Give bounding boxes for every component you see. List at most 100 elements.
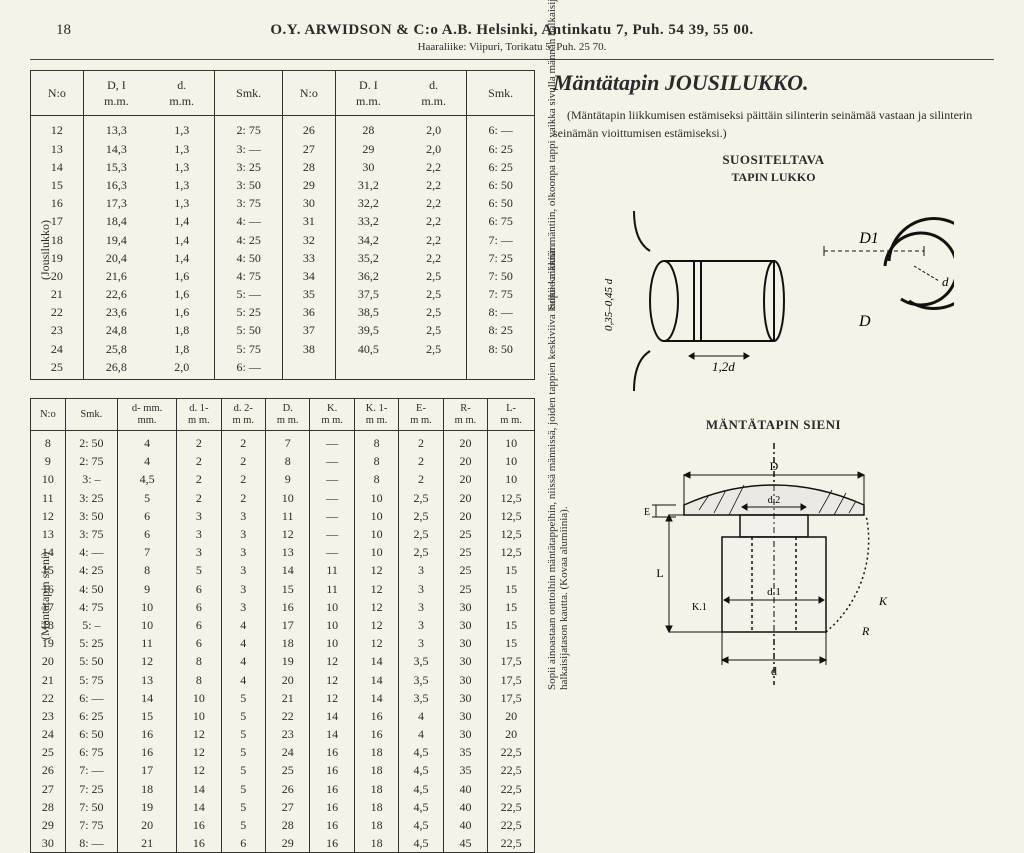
- cell: 3: 50: [65, 507, 117, 525]
- cell: 38,5: [335, 303, 401, 321]
- cell: 40: [443, 780, 487, 798]
- col-header: D, Im.m.: [83, 71, 149, 116]
- cell: 19: [265, 652, 309, 670]
- cell: 14: [177, 780, 221, 798]
- cell: 10: [177, 707, 221, 725]
- cell: 13: [31, 525, 66, 543]
- cell: 28: [335, 116, 401, 140]
- table-sieni: N:oSmk.d- mm.mm.d. 1-m m.d. 2-m m.D.m m.…: [30, 398, 535, 853]
- col-header: d.m.m.: [401, 71, 467, 116]
- table-row: 297: 75201652816184,54022,5: [31, 816, 535, 834]
- cell: 16: [177, 816, 221, 834]
- cell: 20: [443, 452, 487, 470]
- cell: 4: —: [65, 543, 117, 561]
- cell: 8: [354, 470, 398, 488]
- cell: 25: [443, 525, 487, 543]
- cell: 2: [221, 470, 265, 488]
- cell: 4: [221, 671, 265, 689]
- cell: 16: [31, 194, 84, 212]
- cell: 13: [118, 671, 177, 689]
- cell: 6: [118, 525, 177, 543]
- col-header: Smk.: [65, 399, 117, 431]
- cell: [282, 358, 335, 380]
- cell: 5: 25: [215, 303, 283, 321]
- cell: 2,5: [401, 340, 467, 358]
- cell: 10: [488, 431, 535, 453]
- cell: 15: [488, 616, 535, 634]
- cell: 33: [282, 249, 335, 267]
- cell: 10: [310, 598, 354, 616]
- table-row: 277: 25181452616184,54022,5: [31, 780, 535, 798]
- K1-label: K.1: [692, 602, 707, 613]
- table-row: 113: 2552210—102,52012,5: [31, 489, 535, 507]
- cell: 12,5: [488, 543, 535, 561]
- cell: 12: [177, 743, 221, 761]
- col-header: D.m m.: [265, 399, 309, 431]
- cell: 8: [265, 452, 309, 470]
- cell: 21,6: [83, 267, 149, 285]
- cell: —: [310, 489, 354, 507]
- header-main: O.Y. ARWIDSON & C:o A.B. Helsinki, Antin…: [30, 22, 994, 39]
- cell: 5: [221, 743, 265, 761]
- cell: 4: [399, 707, 443, 725]
- cell: 3: [177, 525, 221, 543]
- cell: 14: [177, 798, 221, 816]
- cell: 2,2: [401, 158, 467, 176]
- table-row: 1819,41,44: 253234,22,27: —: [31, 231, 535, 249]
- cell: 30: [282, 194, 335, 212]
- cell: 14: [354, 689, 398, 707]
- cell: 30: [443, 689, 487, 707]
- diagram-sieni: D d.2 d.1 d L K.1 E: [614, 435, 934, 695]
- diagram1-sub: TAPIN LUKKO: [553, 170, 994, 185]
- cell: 1,4: [149, 249, 215, 267]
- cell: 3: [221, 598, 265, 616]
- cell: 1,3: [149, 140, 215, 158]
- cell: 28: [282, 158, 335, 176]
- cell: 4,5: [118, 470, 177, 488]
- cell: 5: [221, 707, 265, 725]
- cell: 2: [399, 470, 443, 488]
- table-row: 82: 504227—822010: [31, 431, 535, 453]
- cell: 1,3: [149, 176, 215, 194]
- cell: 25: [31, 358, 84, 380]
- cell: 15: [265, 580, 309, 598]
- cell: 7: 75: [467, 285, 535, 303]
- cell: 1,4: [149, 212, 215, 230]
- cell: 12: [354, 634, 398, 652]
- col-header: Smk.: [467, 71, 535, 116]
- cell: 8: [354, 431, 398, 453]
- side-label-sieni: (Mäntätapin sieni): [38, 552, 53, 640]
- cell: 18: [354, 816, 398, 834]
- cell: 2: [177, 452, 221, 470]
- cell: 1,6: [149, 267, 215, 285]
- cell: 20: [443, 489, 487, 507]
- cell: 2,5: [399, 489, 443, 507]
- cell: 12,5: [488, 489, 535, 507]
- cell: 6: [177, 634, 221, 652]
- cell: 26: [265, 780, 309, 798]
- cell: 10: [310, 616, 354, 634]
- table-row: 267: —171252516184,53522,5: [31, 761, 535, 779]
- col-header: d- mm.mm.: [118, 399, 177, 431]
- cell: 4: 25: [65, 561, 117, 579]
- header-sub: Haaraliike: Viipuri, Torikatu 5, Puh. 25…: [30, 41, 994, 53]
- table-row: 1617,31,33: 753032,22,26: 50: [31, 194, 535, 212]
- cell: 2: [399, 431, 443, 453]
- cell: 29: [31, 816, 66, 834]
- cell: —: [310, 507, 354, 525]
- cell: 9: [31, 452, 66, 470]
- cell: 6: —: [467, 116, 535, 140]
- cell: 12: [310, 671, 354, 689]
- cell: —: [310, 525, 354, 543]
- cell: 3: 25: [215, 158, 283, 176]
- table-row: 123: 5063311—102,52012,5: [31, 507, 535, 525]
- cell: 7: —: [65, 761, 117, 779]
- cell: 31: [282, 212, 335, 230]
- cell: 22: [265, 707, 309, 725]
- cell: 2: 75: [65, 452, 117, 470]
- cell: —: [310, 431, 354, 453]
- cell: 20: [118, 816, 177, 834]
- cell: 15: [488, 634, 535, 652]
- cell: 22,5: [488, 834, 535, 853]
- table-row: 133: 7563312—102,52512,5: [31, 525, 535, 543]
